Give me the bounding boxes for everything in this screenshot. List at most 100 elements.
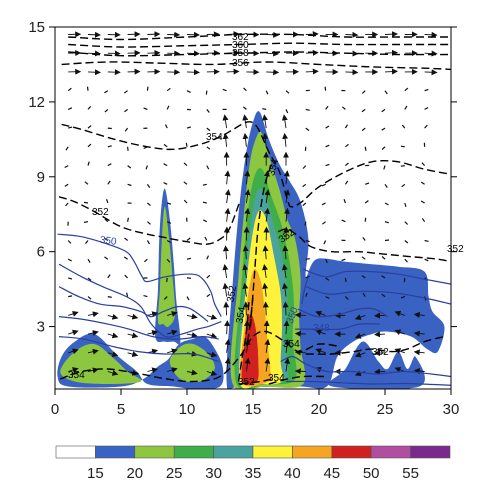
wind-vector-172 (244, 338, 251, 353)
wind-vector-44 (104, 256, 109, 260)
wind-vector-11 (64, 165, 69, 169)
wind-vector-86 (146, 183, 151, 188)
filled-region-15-3 (328, 341, 425, 389)
wind-vector-320 (384, 68, 398, 75)
isoline-label-358: 358 (232, 48, 249, 59)
isoline-350-14 (57, 233, 222, 317)
colorbar-label-30: 30 (205, 465, 222, 482)
wind-vector-127 (186, 126, 191, 129)
wind-vector-124 (183, 181, 188, 185)
isoline-label-layer: 362 360 358 356 354 354 354 354 354 354 … (68, 32, 464, 388)
isoline-label-362: 362 (232, 32, 249, 43)
wind-vector-215 (282, 245, 289, 260)
wind-vector-285 (354, 370, 366, 377)
wind-vector-344 (413, 330, 425, 337)
wind-vector-23 (87, 296, 92, 300)
wind-vector-327 (400, 296, 406, 299)
isoline-unlabeled-18 (58, 336, 219, 363)
wind-vector-233 (305, 275, 310, 279)
wind-vector-300 (361, 90, 366, 94)
wind-vector-175 (242, 282, 249, 297)
wind-vector-58 (127, 351, 139, 358)
wind-vector-68 (127, 165, 132, 169)
isoline-label-352-lower-right: 352 (372, 347, 389, 358)
wind-vector-196 (262, 245, 269, 260)
wind-vector-214 (281, 264, 288, 278)
x-tick-label-30: 30 (443, 401, 460, 418)
wind-vector-121 (186, 237, 191, 241)
wind-vector-158 (222, 245, 229, 260)
wind-vector-275 (343, 199, 346, 204)
wind-vector-136 (206, 314, 218, 320)
wind-vector-40 (107, 332, 119, 339)
wind-vector-15 (67, 87, 72, 92)
colorbar-label-45: 45 (323, 465, 340, 482)
wind-vector-104 (167, 202, 172, 205)
isoline-label-354-left-low: 354 (68, 370, 85, 381)
wind-vector-193 (262, 301, 269, 316)
wind-vector-235 (305, 239, 310, 243)
wind-vector-90 (143, 107, 148, 110)
wind-vector-132 (186, 31, 200, 38)
wind-vector-13 (68, 126, 73, 129)
wind-vector-4 (68, 295, 73, 298)
wind-vector-254 (323, 240, 327, 245)
wind-vector-60 (127, 313, 139, 320)
wind-vector-280 (342, 106, 346, 110)
wind-vector-293 (364, 217, 367, 222)
wind-vector-272 (341, 258, 346, 262)
wind-vector-24 (87, 277, 92, 281)
wind-vector-348 (424, 258, 429, 262)
x-tick-label-15: 15 (245, 401, 262, 418)
wind-vector-5 (68, 277, 73, 280)
isoline-label-354-top: 354 (206, 132, 223, 143)
wind-vector-84 (147, 221, 151, 225)
isoline-label-354-core: 354 (266, 158, 281, 177)
wind-vector-25 (87, 258, 91, 263)
wind-vector-202 (262, 132, 269, 147)
wind-vector-294 (364, 200, 369, 204)
wind-vector-116 (186, 332, 198, 339)
wind-vector-7 (67, 240, 72, 244)
wind-vector-343 (413, 349, 425, 356)
wind-vector-1 (68, 348, 79, 355)
wind-vector-layer (64, 31, 438, 377)
wind-vector-251 (325, 296, 330, 299)
isoline-label-348: 348 (313, 323, 330, 334)
wind-vector-125 (183, 162, 188, 167)
wind-vector-97 (167, 329, 178, 336)
wind-vector-319 (384, 90, 388, 95)
wind-vector-0 (68, 367, 79, 373)
wind-vector-91 (146, 86, 149, 91)
wind-vector-78 (147, 329, 159, 336)
wind-vector-65 (127, 217, 129, 222)
wind-vector-179 (244, 207, 251, 222)
wind-vector-50 (107, 145, 112, 148)
colorbar-label-20: 20 (126, 465, 143, 482)
wind-vector-103 (166, 221, 172, 224)
wind-vector-154 (224, 320, 231, 335)
wind-vector-287 (354, 333, 366, 339)
wind-vector-49 (107, 163, 112, 167)
wind-vector-32 (87, 125, 92, 129)
isoline-352-11 (247, 296, 254, 342)
wind-vector-10 (64, 183, 69, 187)
wind-vector-239 (302, 165, 307, 169)
wind-vector-36 (87, 50, 101, 57)
x-tick-label-25: 25 (377, 401, 394, 418)
wind-vector-236 (304, 221, 307, 226)
wind-vector-359 (424, 50, 438, 57)
wind-vector-328 (403, 277, 406, 282)
wind-vector-350 (421, 218, 426, 223)
wind-vector-140 (204, 236, 208, 241)
isoline-layer (57, 33, 451, 386)
wind-vector-165 (222, 114, 229, 129)
wind-vector-142 (202, 201, 207, 204)
wind-vector-345 (413, 311, 425, 318)
wind-vector-107 (163, 143, 168, 148)
wind-vector-262 (324, 86, 327, 91)
wind-vector-219 (283, 170, 290, 185)
wind-vector-198 (264, 207, 271, 222)
wind-vector-255 (322, 221, 326, 225)
wind-vector-284 (345, 31, 359, 38)
